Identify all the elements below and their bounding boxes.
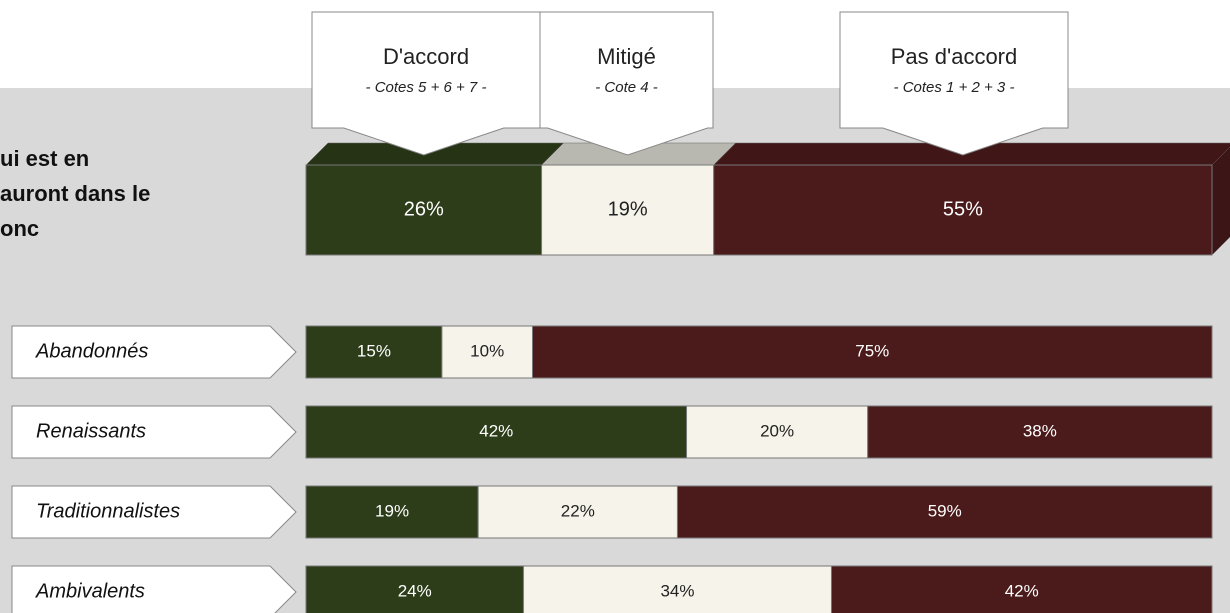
category-label-box: [11, 405, 297, 459]
bar-segment: [686, 405, 869, 459]
legend-callout: [839, 11, 1069, 156]
category-label: Abandonnés: [35, 340, 148, 362]
bar-segment: [305, 565, 524, 613]
legend-subtitle: - Cotes 1 + 2 + 3 -: [894, 79, 1015, 96]
category-label-box: [11, 325, 297, 379]
bar-segment: [305, 485, 479, 539]
bar-segment: [676, 485, 1213, 539]
value-label: 20%: [760, 421, 794, 440]
value-label: 59%: [928, 501, 962, 520]
bar-segment: [713, 164, 1213, 256]
category-label: Traditionnalistes: [36, 500, 180, 522]
value-label: 34%: [660, 581, 694, 600]
question-text: ui est en: [0, 146, 89, 171]
bar-segment: [305, 325, 443, 379]
question-text: auront dans le: [0, 181, 150, 206]
category-label: Renaissants: [36, 420, 146, 442]
category-label-box: [11, 565, 297, 613]
value-label: 38%: [1023, 421, 1057, 440]
value-label: 24%: [398, 581, 432, 600]
bar-segment: [305, 405, 688, 459]
value-label: 42%: [1005, 581, 1039, 600]
value-label: 10%: [470, 341, 504, 360]
legend-subtitle: - Cotes 5 + 6 + 7 -: [366, 79, 487, 96]
legend-entry: Mitigé: [597, 44, 656, 69]
question-text: onc: [0, 216, 39, 241]
bar-segment: [305, 164, 543, 256]
legend-callout: [539, 11, 714, 156]
bar-segment: [541, 164, 715, 256]
bar-segment: [830, 565, 1213, 613]
category-label-box: [11, 485, 297, 539]
value-label: 15%: [357, 341, 391, 360]
category-label: Ambivalents: [35, 580, 145, 602]
bar-segment: [532, 325, 1213, 379]
bar-segment: [441, 325, 533, 379]
legend-subtitle: - Cote 4 -: [595, 79, 658, 96]
value-label: 22%: [561, 501, 595, 520]
value-label: 75%: [855, 341, 889, 360]
legend-entry: Pas d'accord: [891, 44, 1018, 69]
value-label: 19%: [375, 501, 409, 520]
legend-entry: D'accord: [383, 44, 469, 69]
bar-segment: [867, 405, 1213, 459]
value-label: 55%: [943, 198, 983, 220]
value-label: 26%: [404, 198, 444, 220]
value-label: 19%: [608, 198, 648, 220]
value-label: 42%: [479, 421, 513, 440]
